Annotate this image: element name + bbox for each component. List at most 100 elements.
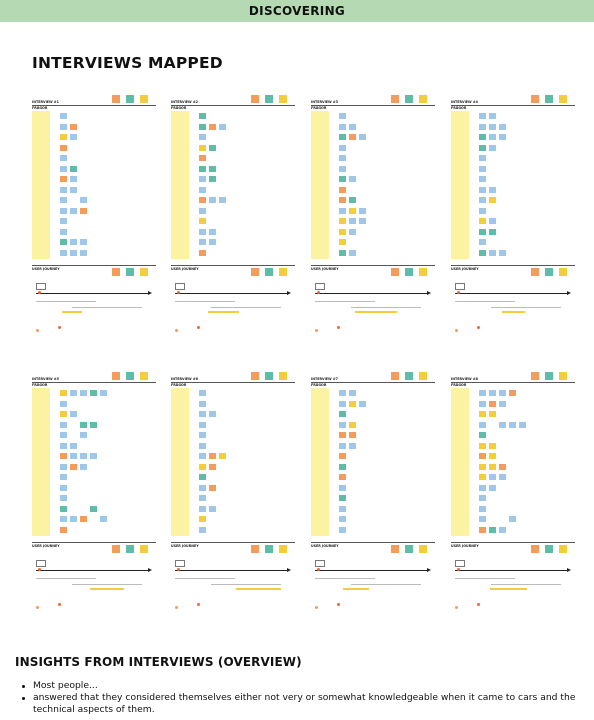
divider [311, 265, 435, 266]
sticky-note [209, 484, 216, 491]
sticky-note [60, 123, 67, 130]
user-journey-timeline [311, 558, 435, 618]
sticky-note [499, 123, 506, 130]
header-note [140, 95, 148, 103]
sticky-note [339, 113, 346, 119]
interview-board: INTERVIEW #4 FRÅGOR USER JOURNEY [451, 95, 575, 341]
user-journey-timeline [32, 281, 156, 341]
sticky-note [479, 495, 486, 501]
journey-header-note [545, 545, 553, 553]
questions-column [311, 388, 329, 536]
timeline-axis [315, 293, 429, 294]
journey-line [491, 584, 561, 585]
sticky-note [489, 474, 496, 480]
sticky-note [70, 390, 77, 396]
board-subtitle: FRÅGOR [311, 383, 327, 387]
sticky-note [219, 197, 226, 203]
sticky-note [339, 390, 346, 396]
sticky-note [90, 421, 97, 428]
sticky-note [80, 207, 87, 214]
sticky-note [80, 197, 87, 203]
journey-point [457, 291, 460, 294]
sticky-note [199, 453, 206, 459]
sticky-note [339, 400, 346, 407]
board-title: INTERVIEW #6 [171, 377, 198, 381]
journey-header-note [405, 545, 413, 553]
header-note [545, 95, 553, 103]
journey-bar [236, 588, 281, 590]
journey-header-note [140, 545, 148, 553]
journey-line [175, 301, 235, 302]
list-item: Most people... [22, 680, 582, 692]
header-note [559, 95, 567, 103]
questions-column [451, 388, 469, 536]
journey-header-note [112, 268, 120, 276]
sticky-note [199, 484, 206, 491]
sticky-note [199, 421, 206, 428]
sticky-note [339, 134, 346, 140]
sticky-note [199, 505, 206, 512]
sticky-note [90, 453, 97, 459]
sticky-note [489, 249, 496, 256]
sticky-note [479, 484, 486, 491]
journey-point [317, 568, 320, 571]
divider [171, 105, 295, 106]
sticky-note [80, 249, 87, 256]
sticky-note [489, 218, 496, 224]
journey-point [58, 603, 61, 606]
sticky-note [339, 421, 346, 428]
journey-bar [62, 311, 82, 313]
journey-point [197, 603, 200, 606]
journey-header-note [251, 268, 259, 276]
sticky-note [60, 463, 67, 470]
sticky-note [70, 176, 77, 182]
header-note [559, 372, 567, 380]
sticky-note [349, 123, 356, 130]
sticky-note [199, 526, 206, 533]
sticky-note [60, 516, 67, 522]
sticky-note [509, 516, 516, 522]
sticky-note [479, 432, 486, 438]
header-note [140, 372, 148, 380]
sticky-note [479, 249, 486, 256]
sticky-note [199, 400, 206, 407]
header-note [419, 95, 427, 103]
journey-header-note [251, 545, 259, 553]
sticky-note [70, 123, 77, 130]
questions-column [32, 388, 50, 536]
questions-column [311, 111, 329, 259]
sticky-note [489, 400, 496, 407]
journey-callout [455, 283, 465, 290]
timeline-axis [36, 570, 150, 571]
sticky-note [100, 516, 107, 522]
sticky-note [199, 239, 206, 245]
arrow-right-icon [427, 291, 431, 295]
sticky-note [479, 165, 486, 172]
sticky-note [489, 228, 496, 235]
journey-header-note [531, 545, 539, 553]
header-note [265, 372, 273, 380]
journey-header-note [265, 268, 273, 276]
interview-board: INTERVIEW #8 FRÅGOR USER JOURNEY [451, 372, 575, 618]
journey-point [175, 606, 178, 609]
sticky-note [479, 113, 486, 119]
journey-point [197, 326, 200, 329]
sticky-note [479, 474, 486, 480]
journey-callout [455, 560, 465, 567]
journey-line [315, 301, 375, 302]
journey-bar [90, 588, 124, 590]
sticky-note [199, 123, 206, 130]
sticky-note [199, 228, 206, 235]
sticky-note [359, 218, 366, 224]
arrow-right-icon [567, 568, 571, 572]
sticky-note [80, 239, 87, 245]
header-note [279, 372, 287, 380]
timeline-axis [175, 570, 289, 571]
journey-line [315, 578, 375, 579]
board-title: INTERVIEW #8 [451, 377, 478, 381]
header-note [391, 95, 399, 103]
arrow-right-icon [427, 568, 431, 572]
sticky-note [479, 186, 486, 193]
sticky-note [60, 474, 67, 480]
sticky-note [70, 442, 77, 449]
